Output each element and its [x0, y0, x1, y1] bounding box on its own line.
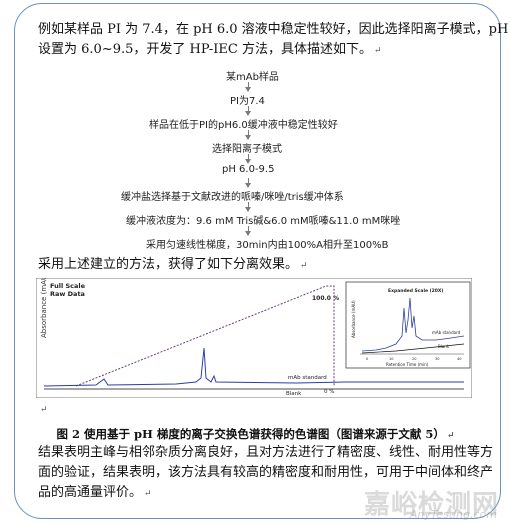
chromatogram-chart: Absorbance (mAU) Full Scale Raw Data 100… — [36, 278, 472, 398]
flow-arrow — [245, 178, 251, 188]
flow-step-4: 选择阳离子模式 — [212, 144, 282, 155]
blank-label: Blank — [286, 391, 302, 397]
flow-step-5: pH 6.0-9.5 — [222, 164, 275, 175]
inset-x-tick-3: 30 — [435, 357, 439, 361]
flow-arrow — [245, 130, 251, 140]
paragraph-mark: ↵ — [40, 405, 48, 415]
inset-blank-label: Blank — [438, 344, 450, 349]
inset-x-label: Retention Time (min) — [386, 362, 429, 367]
inset-x-tick-1: 10 — [389, 357, 393, 361]
inset-title: Expanded Scale (20X) — [388, 288, 443, 294]
inset-y-label: Absorbance (mAU) — [351, 300, 356, 338]
inset-x-tick-0: 0 — [366, 357, 368, 361]
inset-x-tick-4: 40 — [457, 357, 461, 361]
y-axis-label: Absorbance (mAU) — [40, 278, 48, 338]
intro-line-1: 例如某样品 PI 为 7.4，在 pH 6.0 溶液中稳定性较好，因此选择阳离子… — [38, 22, 509, 37]
inset-chart: Expanded Scale (20X) Absorbance (mAU) 0 … — [345, 281, 471, 369]
flow-step-3: 样品在低于PI的pH6.0缓冲液中稳定性较好 — [149, 120, 338, 131]
conclusion-line-3: 品的高通量评价。 ↵ — [38, 485, 152, 500]
result-intro: 采用上述建立的方法，获得了如下分离效果。 ↵ — [38, 257, 308, 272]
inset-x-tick-2: 20 — [412, 357, 416, 361]
figure-caption: 图 2 使用基于 pH 梯度的离子交换色谱获得的色谱图（图谱来源于文献 5） ↵ — [56, 427, 455, 441]
flow-arrow — [245, 106, 251, 116]
flow-arrow — [245, 154, 251, 164]
content-frame — [14, 3, 501, 519]
flow-arrow — [245, 226, 251, 236]
mab-standard-trace — [43, 347, 464, 387]
mab-standard-label: mAb standard — [288, 375, 327, 381]
gradient-0-label: 0 % — [324, 389, 334, 395]
flow-step-1: 某mAb样品 — [226, 72, 279, 83]
flow-step-2: PI为7.4 — [230, 96, 265, 107]
flow-arrow — [245, 82, 251, 92]
flow-step-7: 缓冲液浓度为：9.6 mM Tris碱&6.0 mM哌嗪&11.0 mM咪唑 — [126, 216, 401, 227]
inset-mab-label: mAb standard — [432, 330, 461, 335]
watermark-en: AnyTesting.com — [409, 508, 497, 521]
corner-text-1: Full Scale — [50, 282, 86, 290]
watermark-cn: 嘉峪检测网 — [363, 490, 499, 520]
flow-arrow — [245, 202, 251, 212]
corner-text-2: Raw Data — [50, 290, 85, 298]
flow-step-6: 缓冲盐选择基于文献改进的哌嗪/咪唑/tris缓冲体系 — [121, 192, 344, 203]
gradient-100-label: 100.0 % — [312, 295, 339, 302]
gradient-line — [75, 285, 335, 387]
conclusion-line-1: 结果表明主峰与相邻杂质分离良好，且对方法进行了精密度、线性、耐用性等方 — [38, 445, 494, 460]
intro-line-2: 设置为 6.0~9.5，开发了 HP-IEC 方法，具体描述如下。 ↵ — [38, 42, 382, 57]
inset-blank-trace — [361, 343, 465, 354]
conclusion-line-2: 面的验证，结果表明，该方法具有较高的精密度和耐用性，可用于中间体和终产 — [38, 465, 494, 480]
flow-step-8: 采用匀速线性梯度，30min内由100%A相升至100%B — [146, 240, 389, 251]
inset-mab-trace — [361, 297, 465, 352]
